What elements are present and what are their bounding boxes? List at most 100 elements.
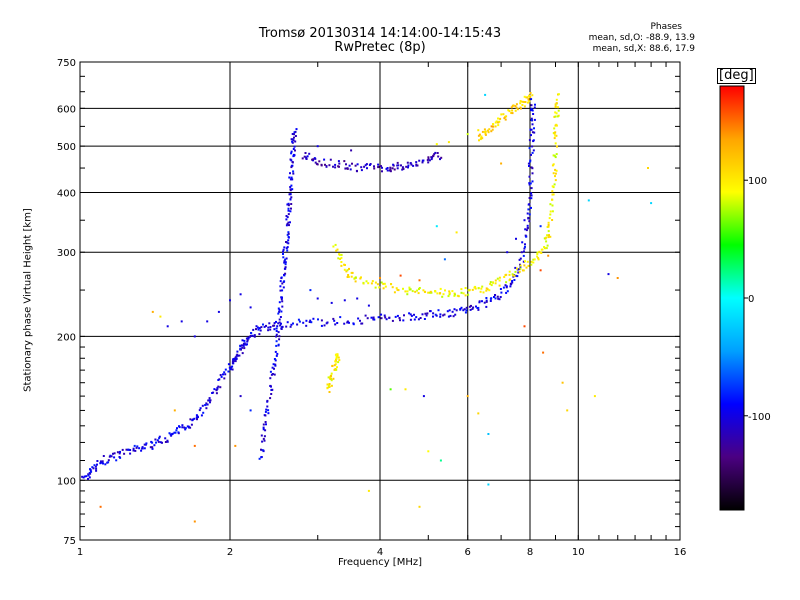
- trace-point: [340, 264, 343, 267]
- trace-point: [231, 360, 234, 363]
- trace-point: [293, 133, 295, 136]
- trace-point: [258, 327, 261, 330]
- trace-point: [408, 312, 411, 315]
- trace-point: [340, 253, 343, 256]
- trace-point: [554, 103, 557, 106]
- trace-point: [497, 117, 499, 120]
- trace-point: [464, 294, 467, 297]
- trace-point: [275, 354, 278, 357]
- trace-point: [490, 297, 493, 300]
- trace-point: [291, 164, 294, 167]
- trace-point: [465, 306, 468, 309]
- scatter-point: [239, 293, 242, 296]
- trace-point: [283, 246, 286, 249]
- trace-point: [110, 455, 113, 458]
- trace-point: [136, 445, 139, 448]
- trace-point: [281, 289, 284, 292]
- trace-point: [395, 287, 398, 290]
- trace-point: [448, 290, 451, 293]
- trace-point: [234, 356, 237, 359]
- trace-point: [528, 95, 530, 98]
- trace-point: [530, 128, 533, 131]
- trace-point: [340, 261, 343, 263]
- trace-point: [427, 157, 430, 160]
- trace-point: [164, 441, 167, 443]
- trace-point: [113, 452, 116, 455]
- trace-point: [440, 156, 443, 159]
- trace-point: [498, 298, 501, 301]
- trace-point: [191, 419, 194, 422]
- trace-point: [422, 159, 425, 162]
- trace-point: [365, 280, 368, 283]
- trace-point: [267, 326, 270, 329]
- scatter-point: [193, 335, 196, 338]
- scatter-point: [477, 412, 480, 415]
- trace-point: [324, 163, 326, 166]
- trace-point: [485, 300, 488, 303]
- trace-point: [531, 172, 534, 175]
- trace-point: [108, 455, 111, 458]
- y-tick-label: 100: [57, 476, 76, 487]
- trace-point: [151, 441, 154, 444]
- trace-point: [264, 414, 267, 417]
- x-axis-label: Frequency [MHz]: [337, 557, 423, 568]
- trace-point: [284, 258, 287, 261]
- trace-point: [481, 300, 483, 303]
- trace-point: [370, 316, 373, 319]
- scatter-point: [487, 433, 490, 435]
- trace-point: [184, 428, 187, 431]
- trace-point: [483, 301, 486, 304]
- trace-point: [320, 163, 323, 166]
- trace-point: [346, 269, 349, 272]
- trace-point: [289, 186, 292, 188]
- trace-point: [253, 335, 256, 338]
- trace-point: [267, 329, 270, 332]
- trace-point: [317, 318, 319, 321]
- trace-point: [83, 475, 86, 478]
- trace-point: [281, 305, 284, 308]
- trace-point: [291, 133, 294, 135]
- trace-point: [557, 93, 560, 96]
- trace-point: [224, 368, 227, 371]
- trace-point: [449, 314, 452, 317]
- trace-point: [294, 130, 297, 133]
- trace-point: [233, 358, 236, 360]
- trace-point: [532, 258, 535, 261]
- trace-point: [410, 314, 413, 317]
- trace-point: [289, 172, 291, 175]
- trace-point: [287, 207, 290, 210]
- trace-point: [329, 377, 332, 380]
- trace-point: [389, 166, 392, 169]
- trace-point: [183, 426, 186, 429]
- trace-point: [141, 447, 144, 450]
- colorbar-tick-label: 0: [748, 294, 754, 305]
- trace-point: [531, 94, 534, 97]
- trace-point: [474, 287, 477, 290]
- trace-point: [538, 250, 541, 253]
- trace-point: [166, 439, 169, 442]
- trace-point: [351, 271, 354, 274]
- trace-point: [410, 163, 413, 166]
- trace-point: [370, 282, 373, 285]
- trace-point: [498, 276, 501, 279]
- trace-point: [302, 321, 305, 324]
- trace-point: [521, 241, 524, 244]
- trace-point: [512, 274, 515, 277]
- trace-point: [354, 276, 357, 279]
- trace-point: [289, 221, 291, 224]
- trace-point: [516, 275, 519, 278]
- trace-point: [381, 166, 383, 169]
- trace-point: [198, 409, 201, 412]
- trace-point: [263, 439, 266, 442]
- trace-point: [348, 321, 350, 324]
- trace-point: [528, 139, 531, 142]
- trace-point: [442, 293, 445, 296]
- trace-point: [463, 308, 466, 311]
- trace-point: [533, 131, 536, 134]
- trace-point: [141, 446, 144, 449]
- trace-point: [460, 288, 463, 291]
- trace-point: [159, 441, 162, 444]
- trace-point: [101, 461, 104, 464]
- trace-point: [402, 287, 404, 290]
- trace-point: [485, 305, 488, 308]
